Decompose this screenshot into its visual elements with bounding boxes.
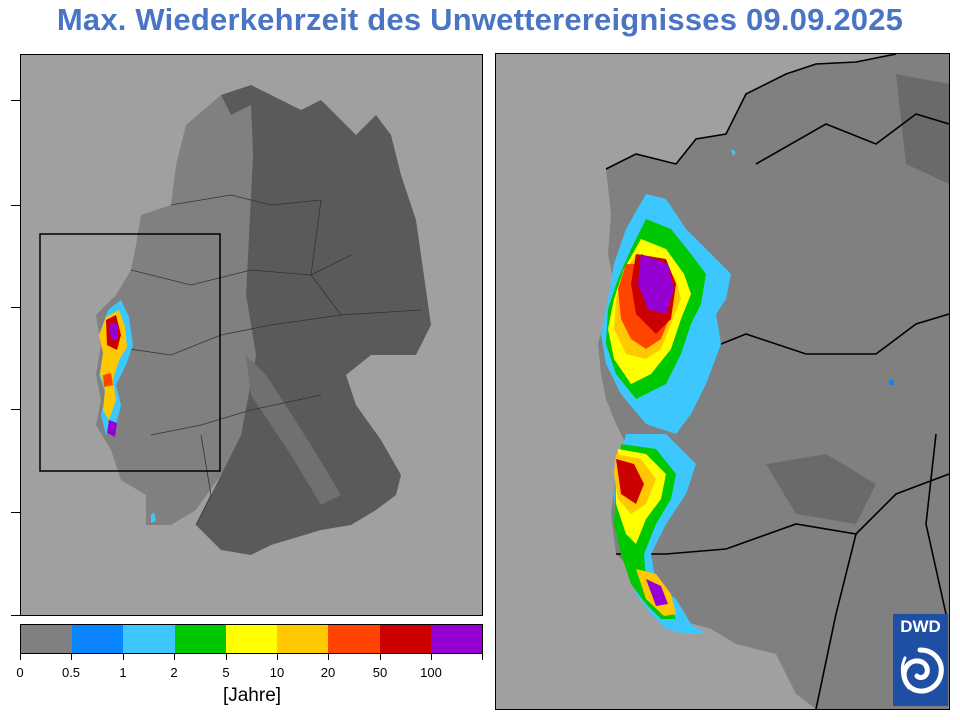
dwd-logo-text: DWD [900, 617, 941, 636]
legend-tick-label: 2 [170, 665, 178, 680]
germany-overview-map [20, 54, 483, 616]
legend-tick [380, 654, 381, 660]
axis-tick [11, 307, 20, 308]
legend-swatch [174, 625, 226, 653]
legend-tick-label: 20 [320, 665, 336, 680]
legend-tick [71, 654, 72, 660]
legend-tick-label: 10 [269, 665, 285, 680]
germany-west-region [96, 95, 256, 525]
axis-tick [11, 409, 20, 410]
axis-tick [11, 512, 20, 513]
dwd-logo: DWD [893, 614, 948, 706]
legend-tick-label: 50 [372, 665, 388, 680]
zoom-event-hotspot [601, 194, 731, 434]
legend-swatch [123, 625, 175, 653]
legend-tick-label: 1 [119, 665, 127, 680]
map-title: Max. Wiederkehrzeit des Unwetterereignis… [56, 2, 904, 37]
axis-tick [11, 615, 20, 616]
legend-swatch [21, 625, 73, 653]
legend-tick [431, 654, 432, 660]
legend-tick-label: 100 [420, 665, 442, 680]
legend-swatch [277, 625, 329, 653]
legend-tick [226, 654, 227, 660]
dwd-swirl-icon [900, 647, 944, 694]
legend-tick [20, 654, 21, 660]
legend-swatch [379, 625, 431, 653]
germany-east-region [196, 85, 431, 555]
legend-swatch [225, 625, 278, 653]
legend-tick [328, 654, 329, 660]
legend-tick-label: 0 [16, 665, 24, 680]
legend-tick-label: 0.5 [61, 665, 81, 680]
legend-tick [123, 654, 124, 660]
legend-swatch [430, 625, 482, 653]
event-hotspot [99, 300, 156, 523]
legend-tick-label: 5 [222, 665, 230, 680]
legend-tick [277, 654, 278, 660]
zoomed-region-map [495, 53, 950, 710]
zoom-germany-region [598, 54, 949, 709]
color-legend-bar [20, 624, 483, 654]
legend-swatch [328, 625, 380, 653]
zoom-extent-box [39, 233, 221, 472]
legend-swatch [72, 625, 124, 653]
legend-tick [174, 654, 175, 660]
axis-tick [11, 205, 20, 206]
axis-tick [11, 100, 20, 101]
legend-tick [482, 654, 483, 660]
legend-unit-label: [Jahre] [222, 685, 282, 706]
